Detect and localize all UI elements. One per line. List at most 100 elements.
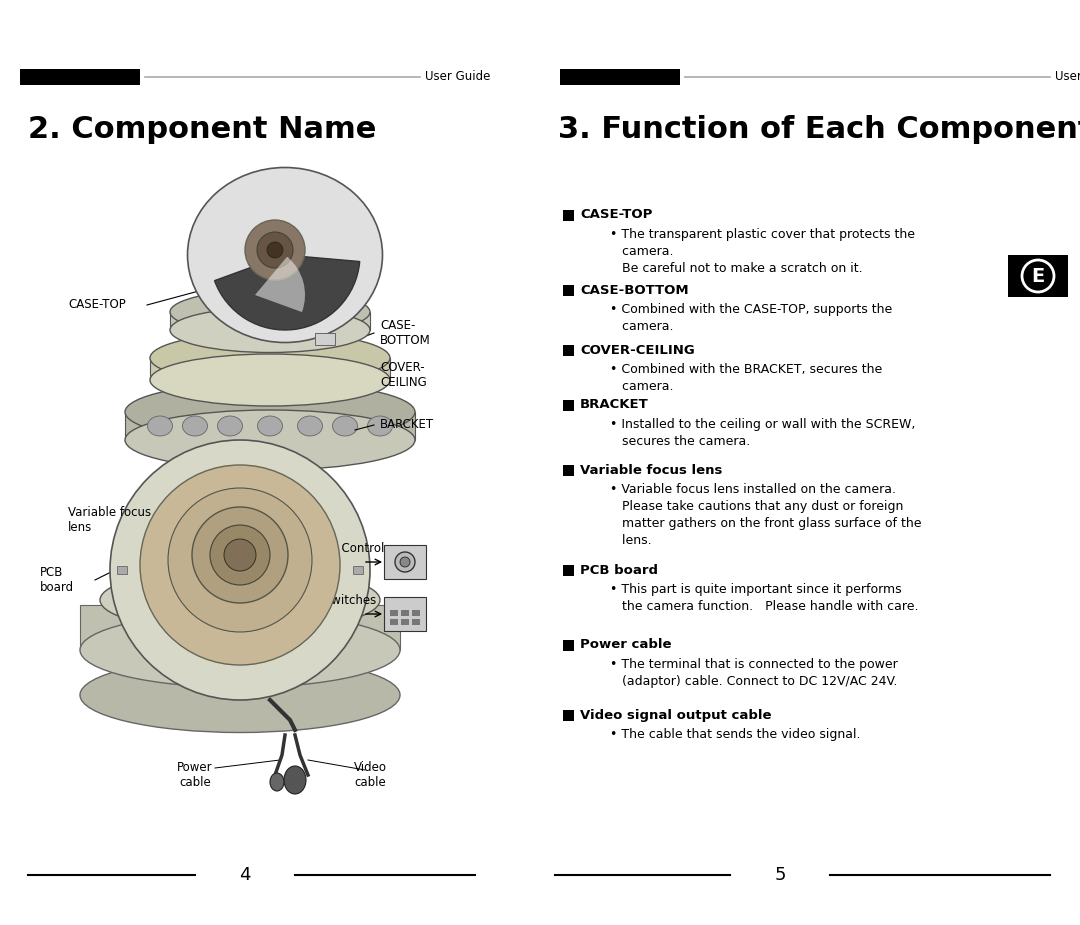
Text: • The terminal that is connected to the power: • The terminal that is connected to the … xyxy=(610,658,897,671)
Text: Variable focus lens: Variable focus lens xyxy=(580,463,723,476)
Bar xyxy=(563,285,573,296)
FancyBboxPatch shape xyxy=(384,545,426,579)
Text: E: E xyxy=(1031,266,1044,286)
Ellipse shape xyxy=(150,332,390,384)
Ellipse shape xyxy=(188,167,382,342)
Bar xyxy=(315,333,335,345)
Bar xyxy=(563,400,573,411)
Text: COVER-CEILING: COVER-CEILING xyxy=(580,343,694,356)
Bar xyxy=(563,210,573,221)
Bar xyxy=(176,515,186,523)
Ellipse shape xyxy=(170,290,370,335)
Text: • Combined with the CASE-TOP, supports the: • Combined with the CASE-TOP, supports t… xyxy=(610,303,892,316)
Text: BRACKET: BRACKET xyxy=(580,399,649,412)
Text: CASE-TOP: CASE-TOP xyxy=(68,299,125,312)
Ellipse shape xyxy=(125,410,415,470)
Bar xyxy=(563,710,573,721)
Text: Please take cautions that any dust or foreign: Please take cautions that any dust or fo… xyxy=(610,500,903,513)
Ellipse shape xyxy=(257,416,283,436)
Bar xyxy=(411,610,420,616)
Text: Function Switches: Function Switches xyxy=(270,594,376,607)
Ellipse shape xyxy=(80,612,400,687)
Ellipse shape xyxy=(100,568,380,633)
Circle shape xyxy=(245,220,305,280)
Bar xyxy=(563,640,573,651)
Bar xyxy=(170,312,370,330)
Ellipse shape xyxy=(297,416,323,436)
Text: Power
cable: Power cable xyxy=(177,761,213,789)
Bar xyxy=(390,610,399,616)
Text: 2. Component Name: 2. Component Name xyxy=(28,115,376,144)
Bar xyxy=(390,619,399,625)
Text: PCB
board: PCB board xyxy=(40,566,75,594)
Wedge shape xyxy=(255,257,305,312)
Ellipse shape xyxy=(148,416,173,436)
Text: the camera function.   Please handle with care.: the camera function. Please handle with … xyxy=(610,600,918,613)
Text: camera.: camera. xyxy=(610,320,674,333)
Bar xyxy=(294,617,303,625)
Bar xyxy=(176,617,186,625)
Text: Variable focus
lens: Variable focus lens xyxy=(68,506,151,534)
Text: COVER-
CEILING: COVER- CEILING xyxy=(380,361,427,389)
Circle shape xyxy=(224,539,256,571)
Bar xyxy=(401,610,409,616)
Text: User Guide: User Guide xyxy=(426,70,490,83)
Circle shape xyxy=(395,552,415,572)
Bar xyxy=(80,605,400,650)
Text: User Guide: User Guide xyxy=(1055,70,1080,83)
Text: CASE-BOTTOM: CASE-BOTTOM xyxy=(580,283,689,297)
Text: Power cable: Power cable xyxy=(580,638,672,651)
Bar xyxy=(563,465,573,476)
Text: secures the camera.: secures the camera. xyxy=(610,435,751,448)
Circle shape xyxy=(400,557,410,567)
Text: • This part is quite important since it performs: • This part is quite important since it … xyxy=(610,583,902,596)
Text: BARCKET: BARCKET xyxy=(380,418,434,431)
Ellipse shape xyxy=(333,416,357,436)
Ellipse shape xyxy=(367,416,392,436)
Ellipse shape xyxy=(183,416,207,436)
Bar xyxy=(1008,255,1068,297)
Text: • Variable focus lens installed on the camera.: • Variable focus lens installed on the c… xyxy=(610,483,896,496)
Circle shape xyxy=(140,465,340,665)
Bar xyxy=(401,619,409,625)
Text: • The cable that sends the video signal.: • The cable that sends the video signal. xyxy=(610,728,861,741)
Ellipse shape xyxy=(270,773,284,791)
Ellipse shape xyxy=(125,382,415,442)
Bar xyxy=(21,69,140,85)
Bar xyxy=(150,358,390,380)
Ellipse shape xyxy=(150,354,390,406)
Ellipse shape xyxy=(284,766,306,794)
Text: matter gathers on the front glass surface of the: matter gathers on the front glass surfac… xyxy=(610,517,921,530)
Text: (adaptor) cable. Connect to DC 12V/AC 24V.: (adaptor) cable. Connect to DC 12V/AC 24… xyxy=(610,675,897,688)
Bar xyxy=(294,515,303,523)
Ellipse shape xyxy=(170,307,370,352)
Circle shape xyxy=(210,525,270,585)
Wedge shape xyxy=(215,255,360,330)
Text: 4: 4 xyxy=(240,866,251,884)
Bar xyxy=(411,619,420,625)
Text: PCB board: PCB board xyxy=(580,563,658,576)
Bar xyxy=(125,412,415,440)
Text: CASE-TOP: CASE-TOP xyxy=(580,208,652,221)
Text: • Combined with the BRACKET, secures the: • Combined with the BRACKET, secures the xyxy=(610,363,882,376)
Circle shape xyxy=(267,242,283,258)
Bar xyxy=(561,69,680,85)
Ellipse shape xyxy=(217,416,243,436)
Bar xyxy=(563,345,573,356)
Text: CASE-
BOTTOM: CASE- BOTTOM xyxy=(380,319,431,347)
Bar xyxy=(353,566,363,574)
Circle shape xyxy=(1022,260,1054,292)
Circle shape xyxy=(110,440,370,700)
Circle shape xyxy=(192,507,288,603)
Text: lens.: lens. xyxy=(610,534,651,547)
Text: camera.: camera. xyxy=(610,380,674,393)
Text: 3. Function of Each Component: 3. Function of Each Component xyxy=(558,115,1080,144)
Text: • The transparent plastic cover that protects the: • The transparent plastic cover that pro… xyxy=(610,228,915,241)
Text: camera.: camera. xyxy=(610,245,674,258)
Circle shape xyxy=(168,488,312,632)
Text: Video signal output cable: Video signal output cable xyxy=(580,709,771,722)
Text: Be careful not to make a scratch on it.: Be careful not to make a scratch on it. xyxy=(610,262,863,275)
Bar xyxy=(117,566,127,574)
Text: • Installed to the ceiling or wall with the SCREW,: • Installed to the ceiling or wall with … xyxy=(610,418,916,431)
Text: Video
cable: Video cable xyxy=(353,761,387,789)
